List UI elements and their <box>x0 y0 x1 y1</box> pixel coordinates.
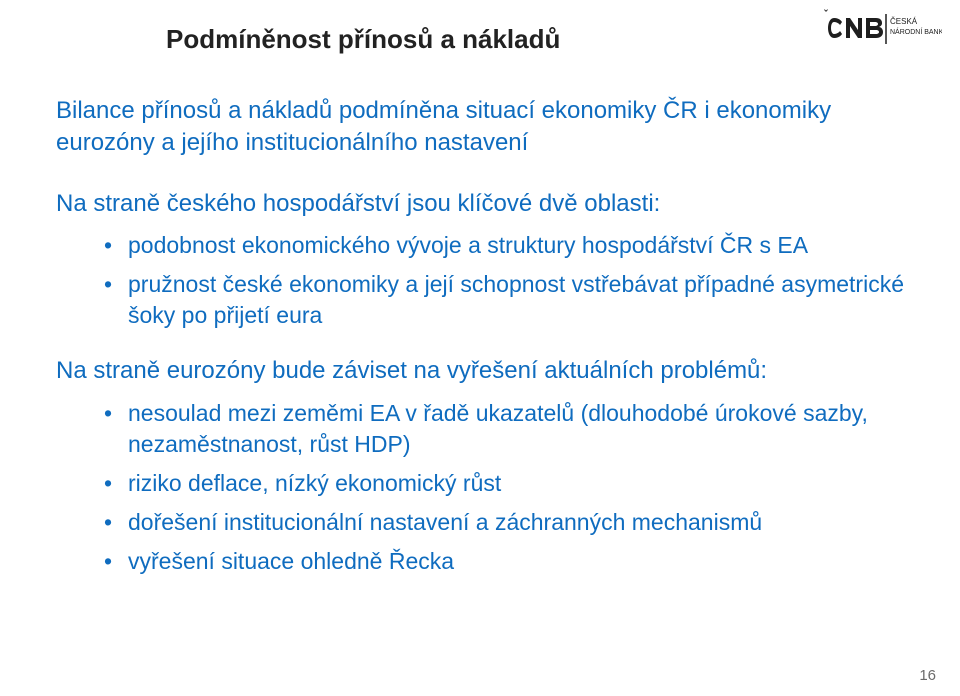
section-0-bullets: podobnost ekonomického vývoje a struktur… <box>56 230 904 331</box>
page-number: 16 <box>919 667 936 684</box>
cnb-logo-svg: ˇ ČESKÁ NÁRODNÍ BANKA <box>822 4 942 48</box>
svg-text:ˇ: ˇ <box>824 9 828 21</box>
section-1-label: Na straně eurozóny bude záviset na vyřeš… <box>56 355 904 387</box>
logo-text-bottom: NÁRODNÍ BANKA <box>890 27 942 36</box>
list-item: pružnost české ekonomiky a její schopnos… <box>56 269 904 331</box>
list-item: nesoulad mezi zeměmi EA v řadě ukazatelů… <box>56 398 904 460</box>
slide: ˇ ČESKÁ NÁRODNÍ BANKA Podmíněnost přínos… <box>0 0 960 696</box>
cnb-logo: ˇ ČESKÁ NÁRODNÍ BANKA <box>822 4 942 48</box>
list-item: riziko deflace, nízký ekonomický růst <box>56 468 904 499</box>
slide-title: Podmíněnost přínosů a nákladů <box>166 24 904 55</box>
list-item: podobnost ekonomického vývoje a struktur… <box>56 230 904 261</box>
intro-paragraph: Bilance přínosů a nákladů podmíněna situ… <box>56 95 904 160</box>
list-item: vyřešení situace ohledně Řecka <box>56 546 904 577</box>
logo-text-top: ČESKÁ <box>890 17 918 26</box>
section-0-label: Na straně českého hospodářství jsou klíč… <box>56 188 904 220</box>
list-item: dořešení institucionální nastavení a zác… <box>56 507 904 538</box>
section-1-bullets: nesoulad mezi zeměmi EA v řadě ukazatelů… <box>56 398 904 577</box>
